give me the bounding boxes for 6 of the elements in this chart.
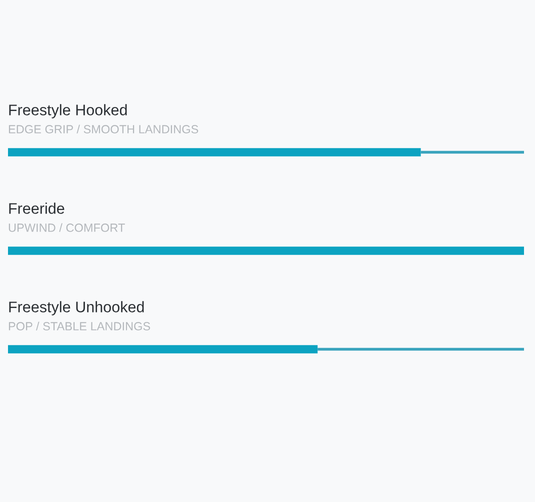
annotation: POP / STABLE LANDINGS — [8, 322, 150, 330]
y-tick-label: Freestyle Hooked — [9, 104, 127, 118]
annotation: EDGE GRIP / SMOOTH LANDINGS — [8, 124, 198, 134]
annotation: UPWIND / COMFORT — [8, 223, 125, 232]
y-tick-label: Freestyle Unhooked — [9, 301, 144, 316]
y-tick-label: Freeride — [9, 202, 64, 214]
